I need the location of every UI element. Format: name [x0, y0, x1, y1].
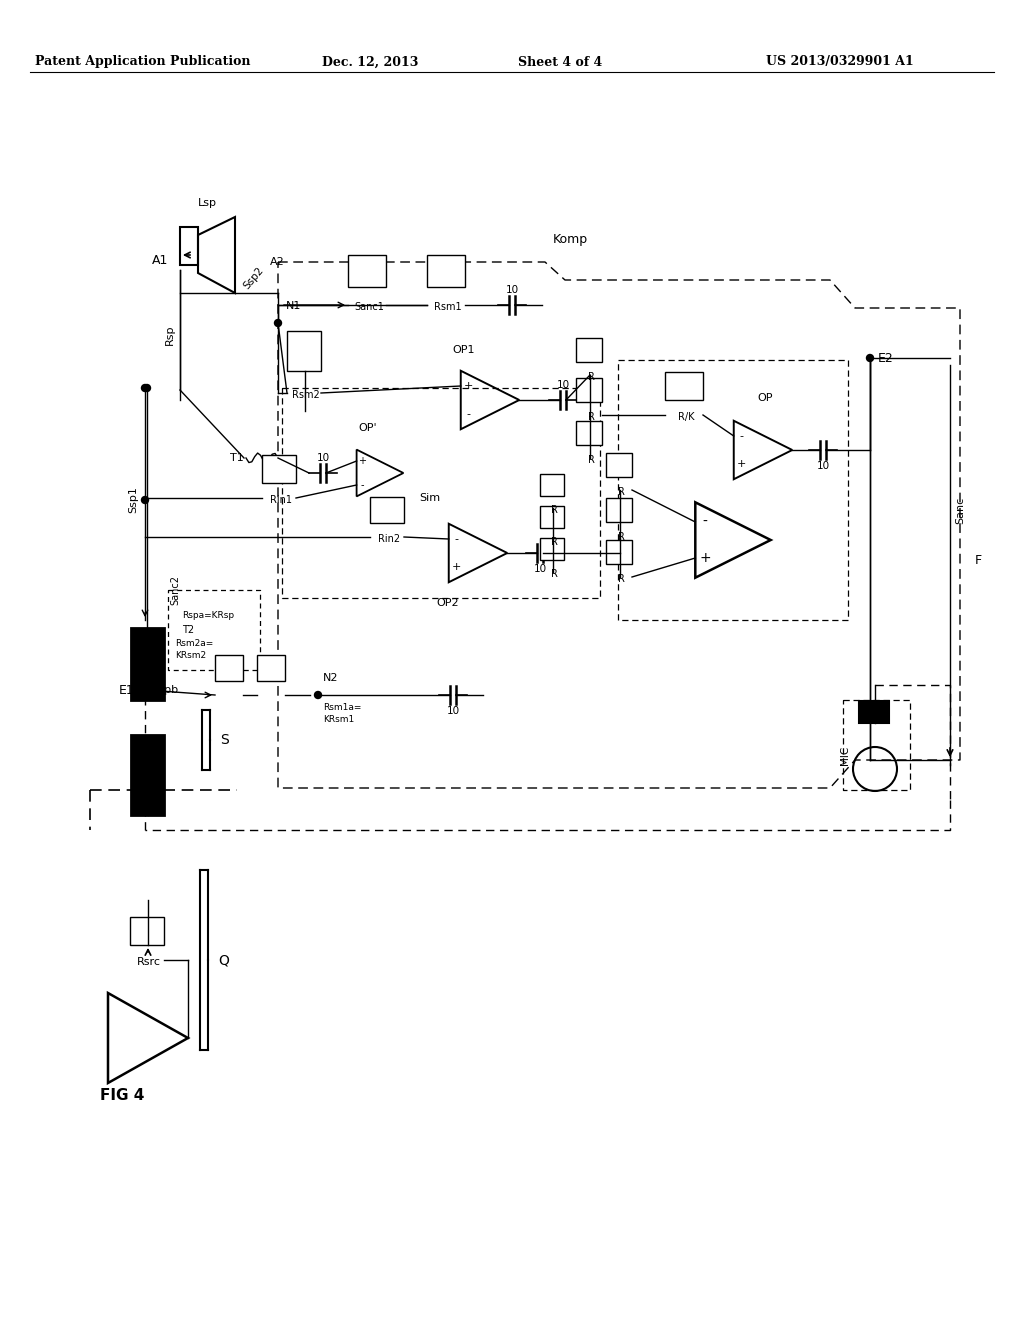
Text: +: + — [699, 550, 711, 565]
Text: 10: 10 — [316, 453, 330, 463]
Text: E1: E1 — [119, 684, 135, 697]
Text: FIG 4: FIG 4 — [100, 1088, 144, 1102]
Text: Rspa=KRsp: Rspa=KRsp — [182, 611, 234, 620]
Bar — [130, 917, 164, 945]
Text: 10: 10 — [556, 380, 569, 389]
Bar — [540, 506, 564, 528]
Circle shape — [866, 355, 873, 362]
Text: T1: T1 — [230, 453, 244, 463]
Text: Sim: Sim — [420, 492, 440, 503]
Text: 10: 10 — [446, 706, 460, 715]
Text: -: - — [702, 515, 708, 529]
Text: -: - — [360, 480, 364, 490]
Bar — [575, 338, 602, 362]
Text: R: R — [551, 569, 557, 579]
Text: R: R — [588, 372, 595, 381]
Text: Rin1: Rin1 — [270, 495, 292, 506]
Circle shape — [141, 496, 148, 503]
Text: Rsrc: Rsrc — [137, 957, 161, 968]
Text: Ssp1: Ssp1 — [128, 487, 138, 513]
Text: Sheet 4 of 4: Sheet 4 of 4 — [518, 55, 602, 69]
Text: N2: N2 — [323, 673, 339, 682]
Bar — [665, 372, 703, 400]
Text: OP2: OP2 — [436, 598, 459, 609]
Text: -: - — [466, 409, 470, 418]
Bar — [540, 539, 564, 560]
Circle shape — [274, 319, 282, 326]
Bar — [575, 421, 602, 445]
Text: R: R — [617, 574, 625, 583]
Text: +: + — [736, 459, 745, 469]
Text: KRsm1: KRsm1 — [323, 714, 354, 723]
Text: N1: N1 — [286, 301, 301, 312]
Text: Sanc1: Sanc1 — [354, 302, 384, 312]
Bar — [262, 455, 296, 483]
Text: R/K: R/K — [678, 412, 694, 422]
Text: MIC: MIC — [840, 746, 850, 764]
Text: Spb: Spb — [157, 685, 178, 696]
Text: Rsm1: Rsm1 — [434, 302, 462, 312]
Circle shape — [143, 384, 151, 392]
Text: Dec. 12, 2013: Dec. 12, 2013 — [322, 55, 418, 69]
Text: Lsp: Lsp — [198, 198, 216, 209]
Bar — [370, 498, 404, 523]
Bar — [287, 331, 321, 371]
Text: E2: E2 — [878, 351, 894, 364]
Circle shape — [314, 692, 322, 698]
Text: Rin2: Rin2 — [378, 535, 400, 544]
Bar — [606, 540, 632, 564]
Bar — [427, 255, 465, 286]
Text: 10: 10 — [506, 285, 518, 294]
Bar — [575, 378, 602, 403]
Text: Rsm1a=: Rsm1a= — [323, 702, 361, 711]
Text: OP1: OP1 — [452, 345, 474, 355]
Text: Patent Application Publication: Patent Application Publication — [35, 55, 251, 69]
Text: R: R — [617, 532, 625, 543]
Text: Rsm2a=: Rsm2a= — [175, 639, 213, 648]
Text: +: + — [463, 381, 473, 391]
Text: R: R — [551, 537, 557, 546]
Circle shape — [143, 686, 151, 693]
Text: R: R — [588, 455, 595, 465]
Text: Komp: Komp — [552, 234, 588, 247]
Text: Ssp2: Ssp2 — [242, 265, 266, 290]
Text: Sanc: Sanc — [955, 496, 965, 524]
Bar — [257, 655, 285, 681]
Bar — [215, 655, 243, 681]
Text: OP: OP — [758, 393, 773, 403]
Text: Q: Q — [218, 953, 229, 968]
Text: KRsm2: KRsm2 — [175, 651, 206, 660]
Text: R: R — [617, 487, 625, 498]
Text: F: F — [975, 553, 982, 566]
Text: -: - — [739, 432, 743, 441]
Circle shape — [141, 384, 148, 392]
Bar — [606, 498, 632, 521]
Text: Rsm2: Rsm2 — [292, 389, 319, 400]
Bar — [348, 255, 386, 286]
Bar — [180, 227, 198, 265]
Text: +: + — [358, 455, 366, 466]
Text: T2: T2 — [182, 624, 195, 635]
Text: A2: A2 — [270, 257, 285, 267]
Text: 10: 10 — [534, 564, 547, 574]
Text: A1: A1 — [152, 253, 168, 267]
Text: US 2013/0329901 A1: US 2013/0329901 A1 — [766, 55, 913, 69]
Text: OP': OP' — [358, 422, 377, 433]
Text: S: S — [220, 733, 228, 747]
Text: Rsp: Rsp — [165, 325, 175, 346]
Text: +: + — [452, 562, 461, 572]
Bar — [131, 735, 164, 814]
Text: Sanc2: Sanc2 — [170, 576, 180, 605]
Bar — [540, 474, 564, 496]
Text: 10: 10 — [816, 461, 829, 471]
Text: R: R — [588, 412, 595, 422]
Text: R: R — [551, 506, 557, 515]
Bar — [606, 453, 632, 477]
Bar — [131, 628, 164, 700]
Text: -: - — [454, 535, 458, 544]
Bar — [859, 701, 889, 723]
